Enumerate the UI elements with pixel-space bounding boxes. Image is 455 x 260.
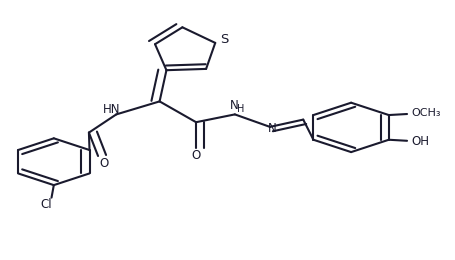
Text: H: H (236, 104, 243, 114)
Text: O: O (99, 157, 108, 170)
Text: N: N (229, 99, 238, 112)
Text: OH: OH (411, 135, 429, 148)
Text: N: N (268, 122, 277, 135)
Text: OCH₃: OCH₃ (410, 108, 440, 118)
Text: Cl: Cl (40, 198, 52, 211)
Text: S: S (220, 33, 228, 46)
Text: O: O (191, 149, 200, 162)
Text: HN: HN (103, 103, 120, 116)
